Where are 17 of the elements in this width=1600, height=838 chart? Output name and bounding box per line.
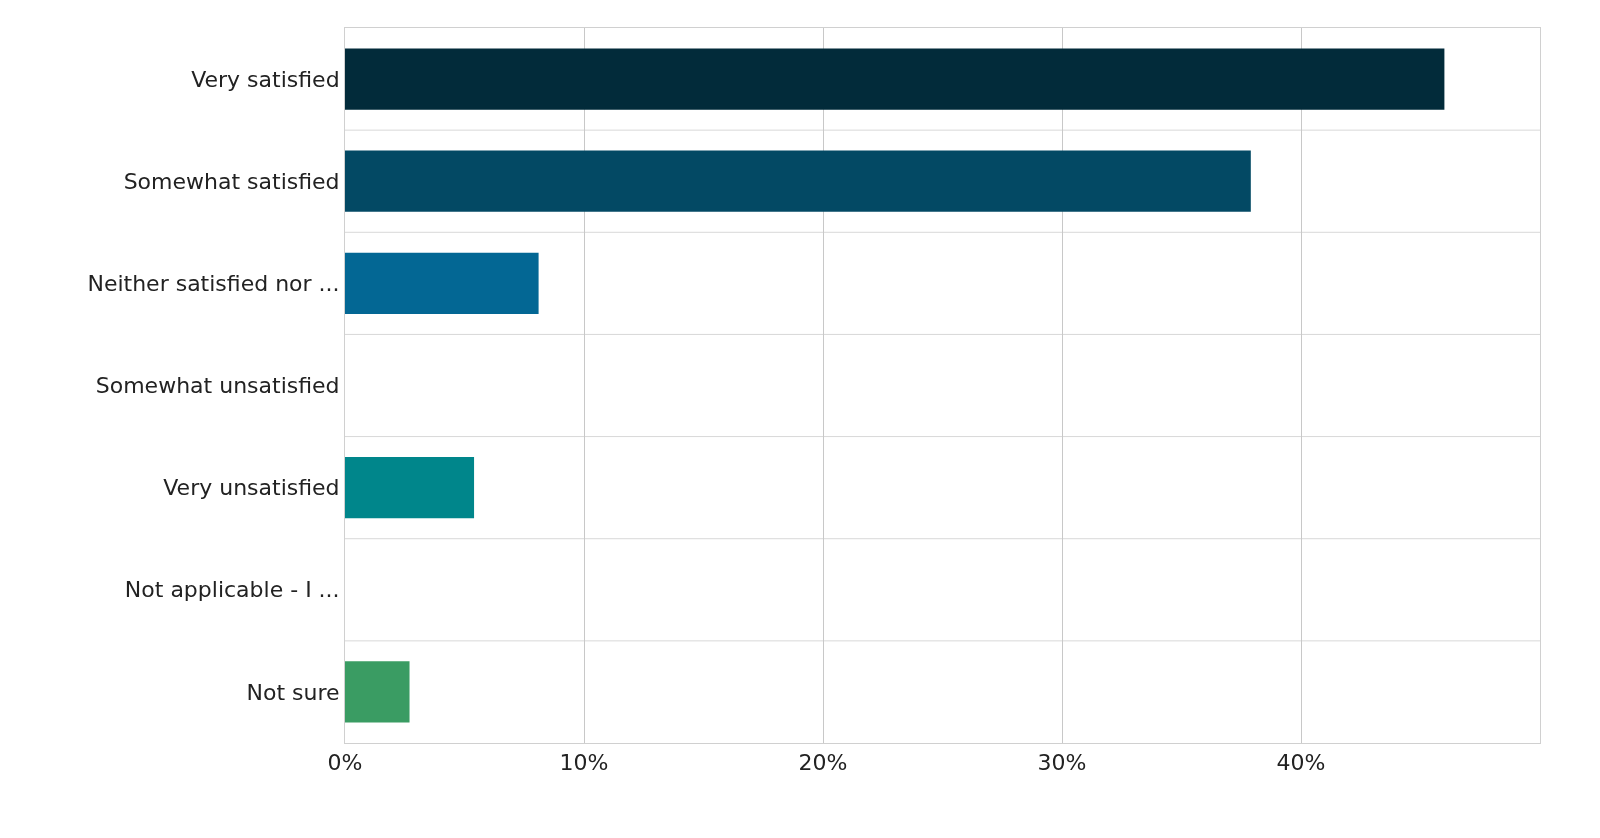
x-tick-label: 30% xyxy=(1037,750,1087,776)
y-tick-label: Neither satisfied nor ... xyxy=(87,271,340,297)
y-tick-label: Not sure xyxy=(246,679,340,705)
y-tick-label: Somewhat satisfied xyxy=(123,168,340,194)
x-tick-label: 0% xyxy=(327,750,363,776)
y-tick-label: Very unsatisfied xyxy=(163,475,340,501)
x-tick-label: 40% xyxy=(1276,750,1326,776)
bar xyxy=(345,252,539,314)
x-tick-label: 10% xyxy=(559,750,609,776)
x-tick-label: 20% xyxy=(798,750,848,776)
bar xyxy=(345,661,410,723)
y-tick-label: Not applicable - I ... xyxy=(124,577,340,603)
bar xyxy=(345,150,1251,212)
bar xyxy=(345,48,1445,110)
bar xyxy=(345,457,475,519)
y-tick-label: Very satisfied xyxy=(191,66,340,92)
y-tick-label: Somewhat unsatisfied xyxy=(95,373,340,399)
